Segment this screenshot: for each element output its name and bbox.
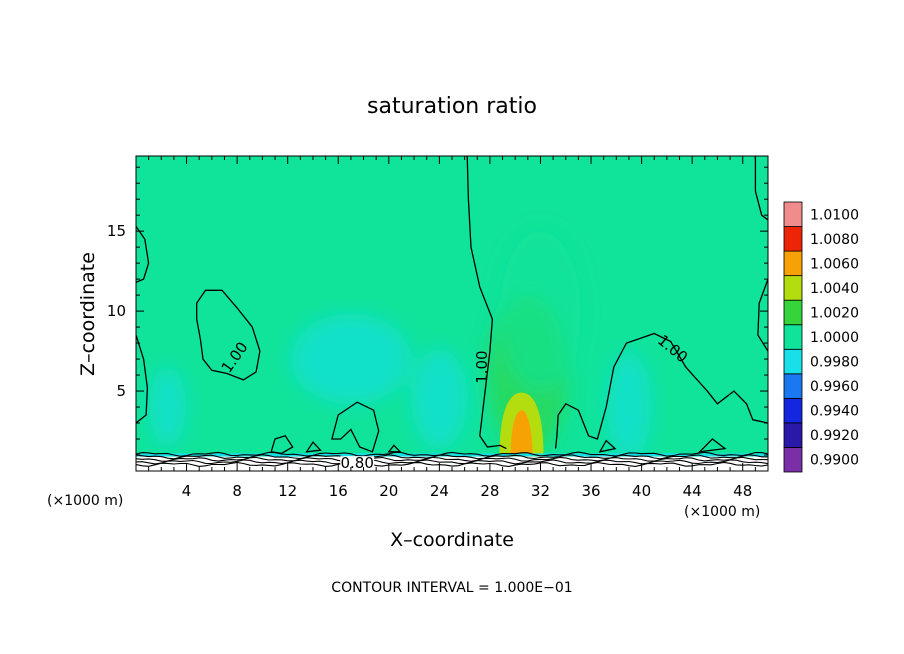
- contour-line: [554, 332, 768, 449]
- heatmap-cell: [136, 453, 768, 457]
- colorbar-swatch: [783, 447, 803, 473]
- contour-line: [196, 289, 261, 381]
- colorbar-swatch: [783, 250, 803, 277]
- colorbar-label: 0.9920: [810, 428, 859, 444]
- contour-line: [757, 278, 768, 352]
- x-unit-label-right: (×1000 m): [684, 504, 760, 520]
- contour-line: [136, 461, 768, 467]
- heatmap-cell: [149, 367, 186, 448]
- chart-title: saturation ratio: [367, 94, 537, 119]
- contour-label: 1.00: [473, 350, 491, 383]
- colorbar-swatch: [783, 324, 803, 350]
- x-unit-label-left: (×1000 m): [47, 493, 123, 509]
- x-axis-ticks: 4 8 12 16 20 24 28 32 36 40 44 48: [148, 156, 756, 500]
- x-tick-label: 20: [379, 482, 398, 500]
- heatmap-cell: [290, 314, 411, 405]
- colorbar-label: 0.9960: [810, 379, 859, 395]
- colorbar-label: 1.0060: [810, 256, 859, 272]
- colorbar-label: 1.0080: [810, 232, 859, 248]
- colorbar-swatch: [783, 275, 803, 301]
- x-tick-label: 44: [683, 482, 702, 500]
- contour-line: [136, 456, 768, 462]
- x-tick-label: 12: [278, 482, 297, 500]
- contour-line: [331, 401, 380, 453]
- colorbar-swatch: [783, 422, 803, 448]
- contour-line: [754, 156, 768, 221]
- x-tick-label: 36: [581, 482, 600, 500]
- colorbar-label: 0.9980: [810, 355, 859, 371]
- colorbar-swatch: [783, 373, 803, 399]
- contour-line: [136, 454, 768, 460]
- contour-line: [136, 451, 768, 457]
- x-tick-label: 40: [632, 482, 651, 500]
- heatmap-cell: [500, 231, 581, 392]
- x-tick-label: 24: [430, 482, 449, 500]
- x-axis-label: X–coordinate: [390, 529, 514, 551]
- plot-area: [136, 156, 768, 471]
- x-tick-label: 32: [531, 482, 550, 500]
- contour-line: [598, 439, 617, 453]
- contour-lines: [136, 156, 768, 467]
- contour-label: 0.80: [340, 454, 373, 472]
- x-tick-label: 8: [232, 482, 242, 500]
- colorbar-label: 1.0020: [810, 305, 859, 321]
- x-tick-label: 48: [733, 482, 752, 500]
- contour-interval-note: CONTOUR INTERVAL = 1.000E−01: [331, 580, 572, 596]
- y-axis-label: Z–coordinate: [77, 252, 99, 376]
- x-tick-label: 16: [329, 482, 348, 500]
- contour-line: [136, 226, 150, 283]
- colorbar-swatch: [783, 397, 803, 424]
- colorbar-label: 0.9900: [810, 453, 859, 469]
- y-axis-ticks: 5 10 15: [107, 166, 768, 456]
- colorbar-swatch: [783, 348, 803, 375]
- colorbar-label: 1.0000: [810, 330, 859, 346]
- y-tick-label: 5: [116, 382, 126, 400]
- colorbar-swatch: [783, 226, 803, 252]
- colorbar: 0.9900 0.9920 0.9940 0.9960 0.9980 1.0000 1.00…: [783, 201, 859, 473]
- contour-line: [387, 444, 402, 453]
- y-tick-label: 10: [107, 302, 126, 320]
- x-tick-label: 4: [182, 482, 192, 500]
- contour-line: [136, 334, 149, 424]
- heatmap-cell: [515, 423, 528, 457]
- y-tick-label: 15: [107, 222, 126, 240]
- colorbar-label: 1.0040: [810, 281, 859, 297]
- heatmap-cell: [411, 349, 468, 450]
- contour-line: [136, 459, 768, 465]
- colorbar-swatch: [783, 299, 803, 326]
- x-tick-label: 28: [480, 482, 499, 500]
- colorbar-swatch: [783, 201, 803, 227]
- contour-line: [697, 438, 727, 453]
- colorbar-label: 1.0100: [810, 207, 859, 223]
- colorbar-label: 0.9940: [810, 404, 859, 420]
- heatmap-cell: [606, 352, 651, 463]
- contour-line: [466, 156, 507, 450]
- contour-line: [305, 441, 322, 453]
